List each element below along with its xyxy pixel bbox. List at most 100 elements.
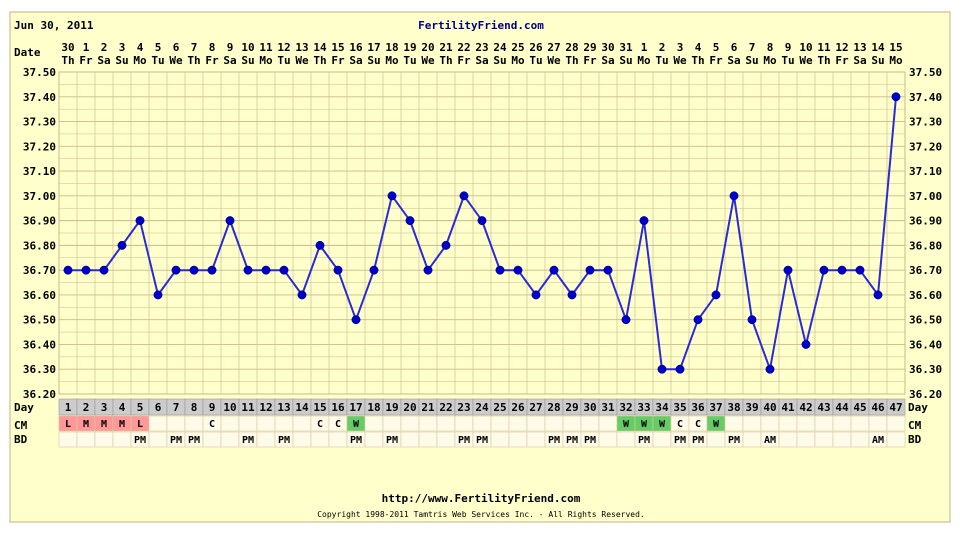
weekday-label: Sa — [727, 54, 740, 67]
weekday-label: Fr — [79, 54, 93, 67]
weekday-label: Fr — [457, 54, 471, 67]
weekday-label: Fr — [835, 54, 849, 67]
temperature-point — [891, 92, 901, 102]
date-tick-label: 2 — [101, 41, 108, 54]
bd-cell — [400, 431, 420, 448]
cm-cell — [364, 415, 384, 432]
bd-row-label-right: BD — [908, 433, 922, 446]
weekday-label: Mo — [511, 54, 525, 67]
bd-row-label: BD — [14, 433, 28, 446]
temperature-point — [693, 315, 703, 325]
y-tick-label-left: 36.30 — [23, 363, 56, 376]
grid — [58, 71, 906, 395]
day-number: 33 — [637, 401, 650, 414]
y-tick-label-left: 36.90 — [23, 215, 56, 228]
date-tick-label: 18 — [385, 41, 398, 54]
bd-cell — [328, 431, 348, 448]
cm-cell — [472, 415, 492, 432]
weekday-label: We — [295, 54, 309, 67]
weekday-label: Th — [691, 54, 704, 67]
cm-cell — [526, 415, 546, 432]
weekday-label: We — [673, 54, 687, 67]
day-number: 13 — [277, 401, 290, 414]
temperature-point — [369, 265, 379, 275]
day-number: 38 — [727, 401, 740, 414]
day-number: 46 — [871, 401, 885, 414]
y-tick-label-right: 36.40 — [909, 338, 942, 351]
y-tick-label-right: 37.40 — [909, 91, 942, 104]
date-tick-label: 6 — [173, 41, 180, 54]
day-number: 5 — [137, 401, 144, 414]
day-number: 26 — [511, 401, 525, 414]
date-tick-label: 20 — [421, 41, 434, 54]
weekday-label: Mo — [133, 54, 147, 67]
date-tick-label: 12 — [835, 41, 848, 54]
weekday-label: Sa — [853, 54, 866, 67]
temperature-point — [639, 216, 649, 226]
weekday-label: Su — [115, 54, 128, 67]
date-tick-label: 23 — [475, 41, 488, 54]
y-tick-label-right: 37.30 — [909, 116, 942, 129]
cm-cell — [490, 415, 510, 432]
y-tick-label-right: 36.70 — [909, 264, 942, 277]
weekday-label: Sa — [475, 54, 488, 67]
bd-cell — [508, 431, 528, 448]
y-tick-label-left: 37.10 — [23, 165, 56, 178]
day-number: 31 — [601, 401, 615, 414]
weekday-label: Th — [817, 54, 830, 67]
weekday-label: We — [799, 54, 813, 67]
temperature-point — [675, 364, 685, 374]
date-tick-label: 16 — [349, 41, 363, 54]
day-number: 22 — [439, 401, 452, 414]
bd-cell — [850, 431, 870, 448]
cm-row-label: CM — [14, 419, 28, 432]
bd-value: PM — [476, 435, 488, 446]
cm-value: W — [623, 419, 630, 430]
day-number: 2 — [83, 401, 90, 414]
cm-cell — [400, 415, 420, 432]
date-tick-label: 7 — [191, 41, 198, 54]
temperature-point — [423, 265, 433, 275]
weekday-label: Fr — [709, 54, 723, 67]
bd-cell — [148, 431, 168, 448]
weekday-label: Fr — [583, 54, 597, 67]
day-number: 4 — [119, 401, 126, 414]
weekday-label: We — [547, 54, 561, 67]
day-number: 41 — [781, 401, 795, 414]
weekday-label: Mo — [259, 54, 273, 67]
cm-cell — [868, 415, 888, 432]
weekday-label: Su — [241, 54, 254, 67]
temperature-point — [225, 216, 235, 226]
y-tick-label-right: 37.50 — [909, 66, 942, 79]
cm-cell — [886, 415, 906, 432]
cm-cell — [454, 415, 474, 432]
bd-cell — [76, 431, 96, 448]
day-number: 11 — [241, 401, 255, 414]
temperature-point — [405, 216, 415, 226]
y-tick-label-right: 37.00 — [909, 190, 942, 203]
bd-value: PM — [188, 435, 200, 446]
temperature-point — [135, 216, 145, 226]
day-number: 34 — [655, 401, 669, 414]
date-tick-label: 27 — [547, 41, 560, 54]
weekday-label: We — [169, 54, 183, 67]
date-tick-label: 3 — [119, 41, 126, 54]
day-number: 42 — [799, 401, 812, 414]
bd-value: PM — [458, 435, 470, 446]
date-tick-label: 9 — [785, 41, 792, 54]
bd-value: PM — [638, 435, 650, 446]
day-number: 17 — [349, 401, 362, 414]
bd-cell — [310, 431, 330, 448]
day-number: 44 — [835, 401, 849, 414]
cm-value: L — [65, 419, 71, 430]
cm-value: C — [695, 419, 701, 430]
date-tick-label: 17 — [367, 41, 380, 54]
y-tick-label-right: 36.30 — [909, 363, 942, 376]
temperature-point — [189, 265, 199, 275]
y-tick-label-left: 36.40 — [23, 338, 56, 351]
day-number: 14 — [295, 401, 309, 414]
cm-cell — [850, 415, 870, 432]
cm-cell — [436, 415, 456, 432]
date-tick-label: 11 — [817, 41, 831, 54]
